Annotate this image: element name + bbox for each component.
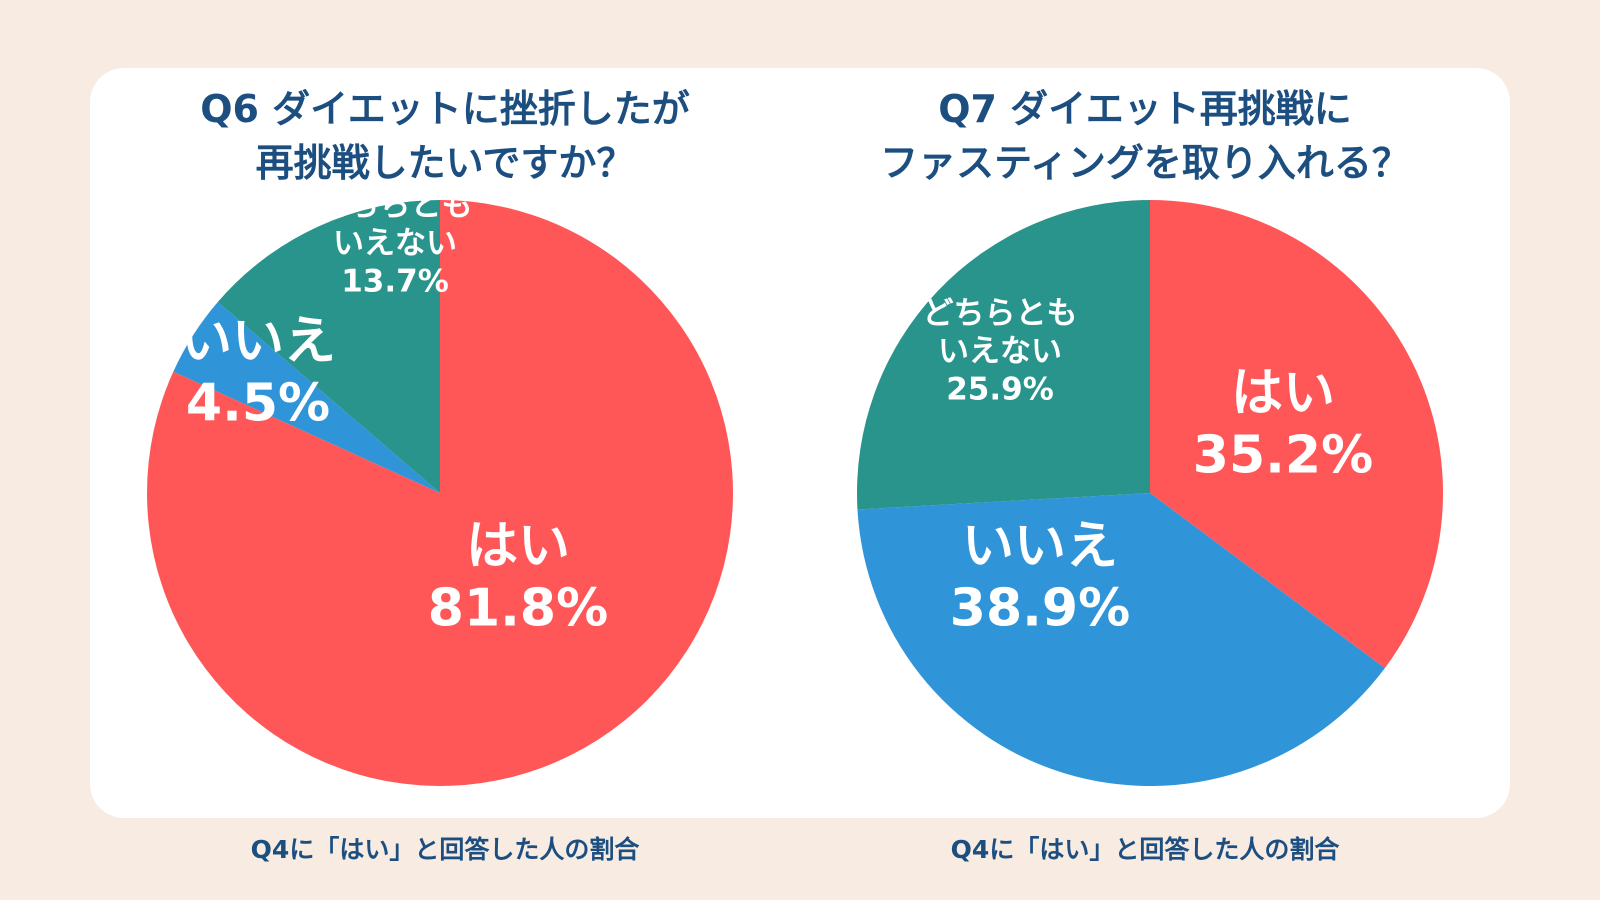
chart-note-q6: Q4に「はい」と回答した人の割合 [250,835,640,864]
chart-title-line: Q6 ダイエットに挫折したが [200,87,690,131]
slice-category-label: はい [466,517,570,577]
slice-value-label: 35.2% [1193,426,1373,486]
chart-note-q7: Q4に「はい」と回答した人の割合 [950,835,1340,864]
pie-slice [146,200,733,786]
slice-value-label: 25.9% [946,371,1054,407]
pie-slice [857,493,1385,786]
slice-value-label: 81.8% [428,579,608,639]
slice-category-label: どちらとも [318,187,473,223]
slice-category-label: いえない [938,333,1062,369]
pie-slice [217,200,440,493]
chart-title-line: Q7 ダイエット再挑戦に [938,87,1352,131]
slice-value-label: 38.9% [950,579,1130,639]
chart-title-line: ファスティングを取り入れる？ [880,141,1410,185]
slice-category-label: いいえ [180,312,336,372]
pie-slice [857,200,1150,510]
chart-title-q7: Q7 ダイエット再挑戦に ファスティングを取り入れる？ [765,82,1525,190]
slice-category-label: いえない [333,225,457,261]
pie-slice [173,302,440,493]
pie-slice [1150,200,1443,669]
chart-title-line: 再挑戦したいですか？ [255,141,635,185]
slice-value-label: 13.7% [341,263,449,299]
slice-value-label: 4.5% [186,374,330,434]
chart-title-q6: Q6 ダイエットに挫折したが 再挑戦したいですか？ [65,82,825,190]
slice-category-label: いいえ [962,517,1118,577]
slice-category-label: はい [1231,364,1335,424]
slice-category-label: どちらとも [923,295,1078,331]
